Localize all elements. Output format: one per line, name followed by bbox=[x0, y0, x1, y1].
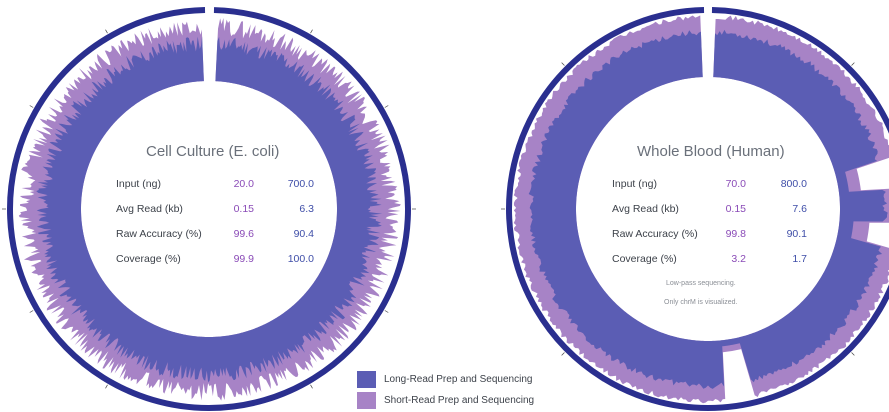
right-row-3-short-value: 99.8 bbox=[725, 228, 746, 240]
chrm-tick-mark bbox=[851, 62, 855, 66]
right-row-2-short-value: 0.15 bbox=[725, 203, 746, 215]
chrm-tick-mark bbox=[561, 62, 565, 66]
right-row-3-label: Raw Accuracy (%) bbox=[612, 228, 698, 240]
right-row-2-label: Avg Read (kb) bbox=[612, 203, 679, 215]
ecoli-tick-mark bbox=[29, 310, 34, 313]
left-panel-title: Cell Culture (E. coli) bbox=[146, 143, 280, 160]
left-row-2-short-value: 0.15 bbox=[233, 203, 254, 215]
legend-swatch-short-read bbox=[357, 392, 376, 409]
chrm-tick-mark bbox=[851, 352, 855, 356]
ecoli-tick-mark bbox=[29, 105, 34, 108]
right-row-1-label: Input (ng) bbox=[612, 178, 657, 190]
right-row-4-label: Coverage (%) bbox=[612, 253, 677, 265]
legend-item-short-read: Short-Read Prep and Sequencing bbox=[357, 392, 534, 409]
chrm-tick-mark bbox=[561, 352, 565, 356]
ecoli-tick-mark bbox=[310, 384, 313, 389]
ecoli-tick-mark bbox=[105, 384, 108, 389]
right-row-1-long-value: 800.0 bbox=[780, 178, 807, 190]
right-row-1-short-value: 70.0 bbox=[725, 178, 746, 190]
right-note-chrm: Only chrM is visualized. bbox=[664, 299, 738, 306]
legend-item-long-read: Long-Read Prep and Sequencing bbox=[357, 371, 532, 388]
legend-swatch-long-read bbox=[357, 371, 376, 388]
left-row-4-label: Coverage (%) bbox=[116, 253, 181, 265]
right-row-2-long-value: 7.6 bbox=[792, 203, 807, 215]
right-row-3-long-value: 90.1 bbox=[786, 228, 807, 240]
left-row-1-short-value: 20.0 bbox=[233, 178, 254, 190]
left-row-1-label: Input (ng) bbox=[116, 178, 161, 190]
right-note-low-pass: Low-pass sequencing. bbox=[666, 280, 736, 287]
right-panel-title: Whole Blood (Human) bbox=[637, 143, 785, 160]
ecoli-tick-mark bbox=[105, 29, 108, 34]
chrm-outer-ring bbox=[506, 7, 889, 411]
left-row-3-long-value: 90.4 bbox=[293, 228, 314, 240]
ecoli-tick-mark bbox=[310, 29, 313, 34]
legend-label-long-read: Long-Read Prep and Sequencing bbox=[384, 374, 533, 385]
left-row-2-label: Avg Read (kb) bbox=[116, 203, 183, 215]
left-row-4-short-value: 99.9 bbox=[233, 253, 254, 265]
right-row-4-short-value: 3.2 bbox=[731, 253, 746, 265]
ecoli-tick-mark bbox=[384, 310, 389, 313]
ecoli-tick-mark bbox=[384, 105, 389, 108]
legend-label-short-read: Short-Read Prep and Sequencing bbox=[384, 395, 535, 406]
left-row-3-short-value: 99.6 bbox=[233, 228, 254, 240]
left-row-4-long-value: 100.0 bbox=[287, 253, 314, 265]
right-row-4-long-value: 1.7 bbox=[792, 253, 807, 265]
left-row-1-long-value: 700.0 bbox=[287, 178, 314, 190]
ecoli-outer-ring bbox=[7, 7, 411, 411]
left-row-2-long-value: 6.3 bbox=[299, 203, 314, 215]
left-row-3-label: Raw Accuracy (%) bbox=[116, 228, 202, 240]
